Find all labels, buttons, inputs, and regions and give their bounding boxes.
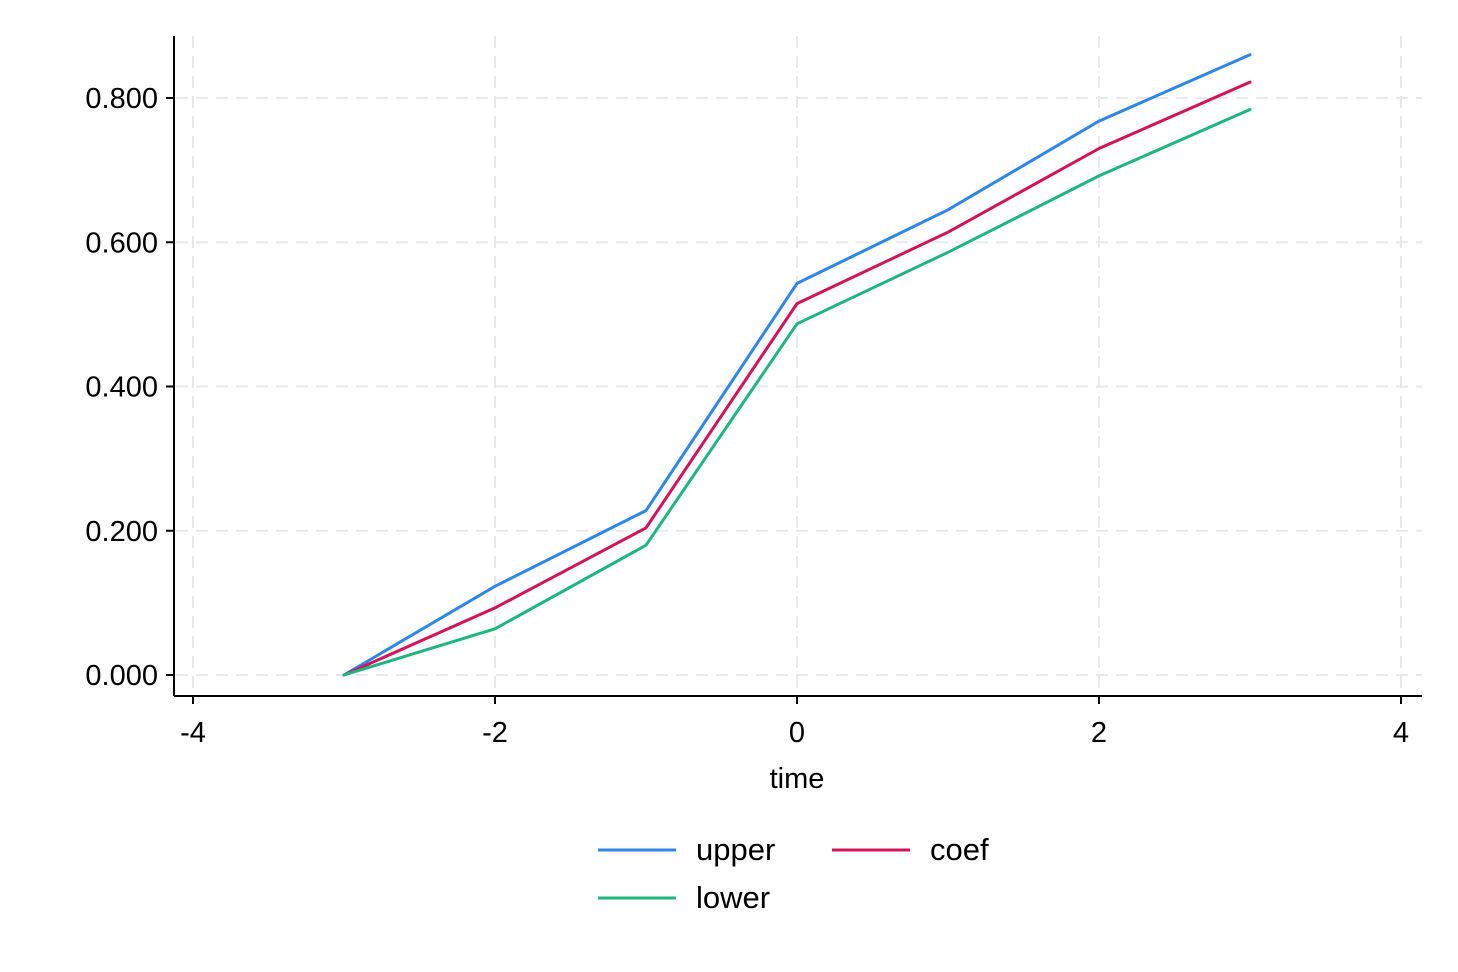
y-tick-label: 0.200 <box>85 516 158 548</box>
x-tick-label: 2 <box>1091 717 1107 749</box>
y-tick-label: 0.400 <box>85 372 158 404</box>
series-line-coef <box>342 80 1252 677</box>
legend-label-upper: upper <box>696 832 775 867</box>
y-tick-label: 0.600 <box>85 227 158 259</box>
legend: upper coef lower <box>598 832 989 915</box>
x-axis-title: time <box>770 763 825 795</box>
legend-label-lower: lower <box>696 880 770 915</box>
y-axis-ticks: 0.000 0.200 0.400 0.600 0.800 <box>85 83 174 692</box>
series-lines <box>342 53 1252 677</box>
x-tick-label: -4 <box>180 717 206 749</box>
series-line-lower <box>342 108 1252 677</box>
series-line-upper <box>342 53 1252 677</box>
y-tick-label: 0.000 <box>85 660 158 692</box>
x-tick-label: 4 <box>1393 717 1409 749</box>
legend-label-coef: coef <box>930 832 989 867</box>
x-tick-label: -2 <box>482 717 508 749</box>
grid <box>176 36 1422 694</box>
x-axis-ticks: -4 -2 0 2 4 <box>180 696 1409 749</box>
y-tick-label: 0.800 <box>85 83 158 115</box>
x-tick-label: 0 <box>789 717 805 749</box>
